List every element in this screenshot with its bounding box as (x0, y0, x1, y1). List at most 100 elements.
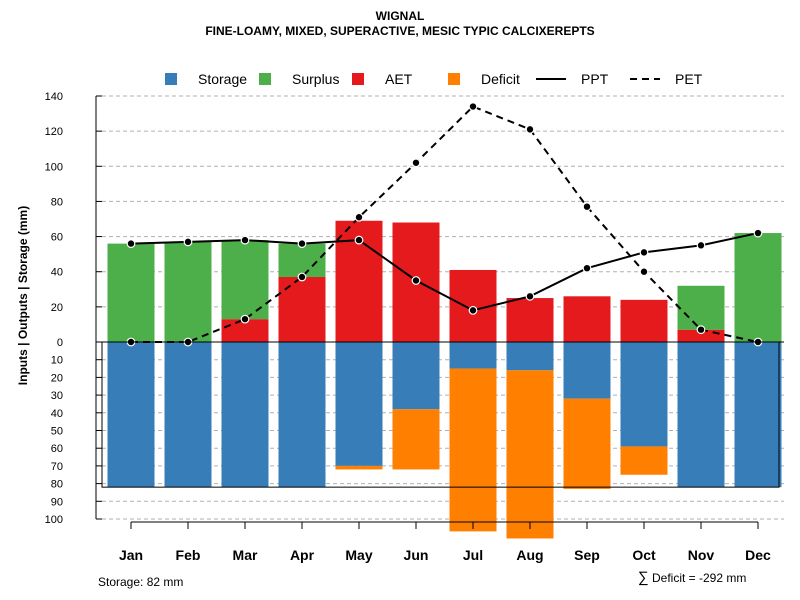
ppt-line-point (240, 235, 250, 245)
legend-label: Surplus (292, 71, 339, 87)
x-tick-label: Mar (233, 547, 258, 563)
ppt-line-point (126, 239, 136, 249)
legend-label: PPT (581, 71, 609, 87)
surplus-bar (677, 285, 725, 330)
surplus-bar (221, 240, 269, 320)
aet-bar (221, 319, 269, 342)
pet-line-point (525, 124, 535, 134)
storage-bar (563, 342, 611, 399)
pet-line-point (696, 325, 706, 335)
ppt-line-point (753, 228, 763, 238)
x-tick-label: Sep (574, 547, 600, 563)
y-tick-label: 80 (51, 479, 63, 491)
y-tick-label: 140 (45, 91, 63, 103)
y-tick-label: 70 (51, 461, 63, 473)
surplus-bar (278, 243, 326, 277)
pet-line-point (582, 202, 592, 212)
ppt-line-point (696, 240, 706, 250)
x-tick-label: Jan (119, 547, 143, 563)
y-tick-label: 0 (57, 337, 63, 349)
storage-bar (221, 342, 269, 488)
sum-symbol: ∑ (638, 569, 649, 586)
ppt-line-point (525, 291, 535, 301)
deficit-bar (563, 398, 611, 489)
x-tick-label: Feb (176, 547, 201, 563)
chart-subtitle: FINE-LOAMY, MIXED, SUPERACTIVE, MESIC TY… (205, 24, 595, 38)
storage-bar (506, 342, 554, 371)
y-tick-label: 10 (51, 355, 63, 367)
storage-bar (392, 342, 440, 410)
y-tick-label: 20 (51, 372, 63, 384)
y-axis-label: Inputs | Outputs | Storage (mm) (16, 206, 30, 385)
ppt-line-point (411, 276, 421, 285)
storage-bar (107, 342, 155, 488)
y-tick-label: 120 (45, 126, 63, 138)
storage-capacity-box (101, 341, 780, 488)
ppt-line-point (468, 305, 478, 315)
ppt-line-point (297, 239, 307, 249)
aet-bar (506, 298, 554, 342)
storage-note: Storage: 82 mm (98, 575, 184, 589)
pet-line-point (297, 272, 307, 282)
x-tick-label: Aug (516, 547, 543, 563)
deficit-bar (392, 409, 440, 470)
grid-layer (102, 95, 784, 520)
legend-label: AET (385, 71, 413, 87)
y-tick-label: 40 (51, 267, 63, 279)
surplus-bar (107, 243, 155, 342)
surplus-bar (734, 233, 782, 342)
deficit-note: Deficit = -292 mm (652, 571, 747, 585)
storage-bar (620, 342, 668, 447)
storage-bar (734, 342, 782, 488)
aet-bar (278, 276, 326, 342)
legend-label: PET (675, 71, 703, 87)
y-tick-label: 20 (51, 302, 63, 314)
deficit-bar (620, 446, 668, 475)
legend-swatch (259, 73, 271, 85)
deficit-bar (506, 370, 554, 539)
aet-bar (620, 299, 668, 342)
y-tick-label: 90 (51, 496, 63, 508)
legend-label: Deficit (481, 71, 520, 87)
pet-line-point (354, 212, 364, 222)
deficit-bar (449, 368, 497, 532)
deficit-bar (335, 465, 383, 470)
pet-line-point (240, 314, 250, 324)
legend-swatch (352, 73, 364, 85)
y-tick-label: 40 (51, 408, 63, 420)
x-tick-label: Dec (745, 547, 771, 563)
surplus-bar (164, 241, 212, 342)
axes-layer: 0 20 40 60 80 100 120 140 10 20 30 40 50 60 70 80 90 100 I… (16, 91, 784, 563)
legend-swatch (448, 73, 460, 85)
y-tick-label: 100 (45, 514, 63, 526)
ppt-line-point (582, 263, 592, 273)
y-tick-label: 30 (51, 390, 63, 402)
x-tick-label: Jul (463, 547, 483, 563)
pet-line-point (411, 158, 421, 168)
storage-bar (164, 342, 212, 488)
lines-layer (126, 102, 763, 347)
storage-bar (449, 342, 497, 369)
x-tick-label: May (345, 547, 372, 563)
pet-line-point (468, 102, 478, 111)
pet-line (131, 105, 759, 343)
ppt-line-point (183, 237, 193, 247)
ppt-line (130, 232, 759, 312)
x-tick-label: Jun (404, 547, 429, 563)
x-tick-label: Nov (688, 547, 715, 563)
aet-bar (563, 296, 611, 342)
storage-bar (677, 342, 725, 488)
y-tick-label: 100 (45, 161, 63, 173)
x-tick-label: Oct (632, 547, 656, 563)
storage-bar (335, 342, 383, 466)
legend-label: Storage (198, 71, 247, 87)
y-tick-label: 60 (51, 232, 63, 244)
pet-line-point (639, 267, 649, 277)
legend-swatch (165, 73, 177, 85)
y-tick-label: 80 (51, 196, 63, 208)
storage-bar (278, 342, 326, 488)
bars-layer (107, 220, 782, 539)
y-tick-label: 60 (51, 443, 63, 455)
y-tick-label: 50 (51, 426, 63, 438)
